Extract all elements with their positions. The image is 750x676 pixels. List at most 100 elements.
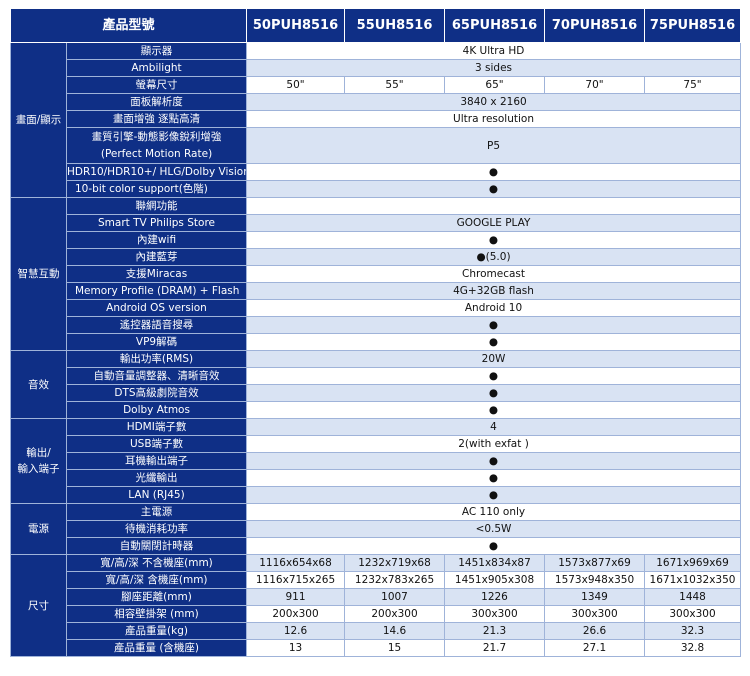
table-row: 面板解析度 3840 x 2160 xyxy=(11,93,742,111)
spec-value: 32.3 xyxy=(644,622,742,640)
spec-label: 聯網功能 xyxy=(65,197,248,215)
spec-value: 21.3 xyxy=(444,622,546,640)
spec-value: 1007 xyxy=(344,588,446,606)
table-row: 自動音量調整器、清晰音效 ● xyxy=(11,367,742,385)
table-row: 內建wifi ● xyxy=(11,231,742,249)
table-row: 智慧互動 聯網功能 xyxy=(10,197,742,351)
spec-value: 70" xyxy=(544,76,646,94)
spec-table: 產品型號 50PUH8516 55UH8516 65PUH8516 70PUH8… xyxy=(9,8,742,657)
spec-label: 畫質引擎-動態影像銳利增強 (Perfect Motion Rate) xyxy=(65,127,248,164)
spec-value: 1573x948x350 xyxy=(544,571,646,589)
spec-value: 1349 xyxy=(544,588,646,606)
spec-label: 遙控器語音搜尋 xyxy=(65,316,248,334)
spec-label: USB端子數 xyxy=(65,435,248,453)
table-row: 遙控器語音搜尋 ● xyxy=(11,316,742,334)
spec-value: 15 xyxy=(344,639,446,657)
table-row: 畫質引擎-動態影像銳利增強 (Perfect Motion Rate) P5 xyxy=(11,127,742,164)
spec-label: 內建wifi xyxy=(65,231,248,249)
spec-label: 主電源 xyxy=(65,503,248,521)
spec-label: Memory Profile (DRAM) + Flash xyxy=(65,282,248,300)
spec-value: 12.6 xyxy=(246,622,346,640)
table-row: 螢幕尺寸 50" 55" 65" 70" 75" xyxy=(11,76,742,94)
table-row: Smart TV Philips Store GOOGLE PLAY xyxy=(11,214,742,232)
spec-value: 65" xyxy=(444,76,546,94)
spec-value: 4K Ultra HD xyxy=(246,42,742,60)
spec-value: <0.5W xyxy=(246,520,742,538)
spec-value: Ultra resolution xyxy=(246,110,742,128)
table-row: Dolby Atmos ● xyxy=(11,401,742,419)
table-row: 電源 主電源 AC 110 only xyxy=(10,503,742,555)
table-row: 輸出/ 輸入端子 HDMI端子數 4 xyxy=(10,418,742,504)
category-cell: 電源 xyxy=(10,503,67,555)
spec-value: P5 xyxy=(246,127,742,164)
table-row: Android OS version Android 10 xyxy=(11,299,742,317)
spec-value: ● xyxy=(246,180,742,198)
spec-value: 1232x783x265 xyxy=(344,571,446,589)
spec-label: Smart TV Philips Store xyxy=(65,214,248,232)
spec-label: 待機消耗功率 xyxy=(65,520,248,538)
spec-value: 3 sides xyxy=(246,59,742,77)
table-row: 支援Miracas Chromecast xyxy=(11,265,742,283)
spec-label: 寬/高/深 不含機座(mm) xyxy=(65,554,248,572)
spec-label: 光纖輸出 xyxy=(65,469,248,487)
spec-value: 26.6 xyxy=(544,622,646,640)
spec-value: 2(with exfat ) xyxy=(246,435,742,453)
spec-label: 10-bit color support(色階) xyxy=(65,180,248,198)
table-row: 10-bit color support(色階) ● xyxy=(11,180,742,198)
table-row: 畫面增強 逐點高清 Ultra resolution xyxy=(11,110,742,128)
table-row: 內建藍芽 ●(5.0) xyxy=(11,248,742,266)
spec-label: HDR10/HDR10+/ HLG/Dolby Vision xyxy=(65,163,248,181)
table-row: 待機消耗功率 <0.5W xyxy=(11,520,742,538)
table-row: VP9解碼 ● xyxy=(11,333,742,351)
table-row: 相容壁掛架 (mm) 200x300 200x300 300x300 300x300 30… xyxy=(11,605,742,623)
spec-value: 4 xyxy=(246,418,742,436)
table-row: Ambilight 3 sides xyxy=(11,59,742,77)
spec-value: 55" xyxy=(344,76,446,94)
spec-value: Android 10 xyxy=(246,299,742,317)
spec-label: Android OS version xyxy=(65,299,248,317)
header-row: 產品型號 50PUH8516 55UH8516 65PUH8516 70PUH8… xyxy=(9,8,742,43)
spec-value: 1451x834x87 xyxy=(444,554,546,572)
spec-body: 畫面/顯示 顯示器 4K Ultra HD Ambilight 3 sides 螢幕尺寸 5… xyxy=(10,42,742,657)
table-row: 產品重量(kg) 12.6 14.6 21.3 26.6 32.3 xyxy=(11,622,742,640)
spec-value: 1226 xyxy=(444,588,546,606)
category-cell: 智慧互動 xyxy=(10,197,67,351)
spec-value: ● xyxy=(246,333,742,351)
table-row: 畫面/顯示 顯示器 4K Ultra HD xyxy=(10,42,742,198)
spec-value: 1451x905x308 xyxy=(444,571,546,589)
table-row: USB端子數 2(with exfat ) xyxy=(11,435,742,453)
spec-label: 畫面增強 逐點高清 xyxy=(65,110,248,128)
spec-label: 支援Miracas xyxy=(65,265,248,283)
spec-value: ● xyxy=(246,401,742,419)
spec-value: 1232x719x68 xyxy=(344,554,446,572)
spec-label: 產品重量(kg) xyxy=(65,622,248,640)
table-row: 耳機輸出端子 ● xyxy=(11,452,742,470)
spec-value: ●(5.0) xyxy=(246,248,742,266)
spec-value: 300x300 xyxy=(644,605,742,623)
spec-label: 耳機輸出端子 xyxy=(65,452,248,470)
spec-value: ● xyxy=(246,452,742,470)
table-row: 產品重量 (含機座) 13 15 21.7 27.1 32.8 xyxy=(11,639,742,657)
spec-value: 14.6 xyxy=(344,622,446,640)
spec-value: 20W xyxy=(246,350,742,368)
header-title: 產品型號 xyxy=(9,8,248,43)
spec-value: 50" xyxy=(246,76,346,94)
spec-label: 腳座距離(mm) xyxy=(65,588,248,606)
spec-value: ● xyxy=(246,537,742,555)
spec-label: 顯示器 xyxy=(65,42,248,60)
spec-label: 面板解析度 xyxy=(65,93,248,111)
table-row: 尺寸 寬/高/深 不含機座(mm) 1116x654x68 1232x719x68 14… xyxy=(10,554,742,657)
table-row: 寬/高/深 含機座(mm) 1116x715x265 1232x783x265 145… xyxy=(11,571,742,589)
spec-label: 寬/高/深 含機座(mm) xyxy=(65,571,248,589)
spec-value: ● xyxy=(246,163,742,181)
table-row: 腳座距離(mm) 911 1007 1226 1349 1448 xyxy=(11,588,742,606)
spec-value: GOOGLE PLAY xyxy=(246,214,742,232)
spec-label: Dolby Atmos xyxy=(65,401,248,419)
spec-label: LAN (RJ45) xyxy=(65,486,248,504)
spec-value: ● xyxy=(246,316,742,334)
spec-label: Ambilight xyxy=(65,59,248,77)
spec-label: 內建藍芽 xyxy=(65,248,248,266)
model-column-header: 75PUH8516 xyxy=(644,8,742,43)
spec-label: DTS高級劇院音效 xyxy=(65,384,248,402)
spec-value: 13 xyxy=(246,639,346,657)
